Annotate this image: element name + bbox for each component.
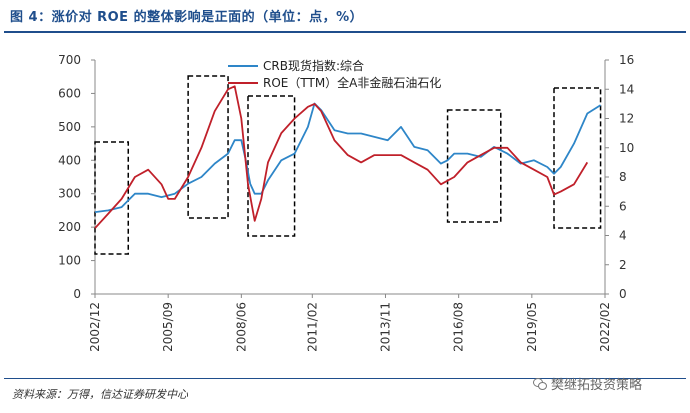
chart-axes: 0 100 200 300 400 500 600 700 0 2 4 6 8 10 12 14 16 2002/…: [58, 53, 634, 352]
crb-series-line: [94, 102, 602, 213]
x-tick-label: 2011/02: [305, 302, 319, 352]
right-tick-label: 16: [619, 53, 634, 67]
right-tick-label: 8: [619, 170, 627, 184]
right-tick-label: 12: [619, 112, 634, 126]
left-tick-label: 700: [58, 53, 81, 67]
left-tick-label: 500: [58, 120, 81, 134]
left-tick-label: 400: [58, 153, 81, 167]
legend: CRB现货指数:综合 ROE（TTM）全A非金融石油石化: [228, 58, 441, 90]
right-tick-label: 0: [619, 287, 627, 301]
right-tick-label: 10: [619, 141, 634, 155]
highlight-box: [187, 75, 229, 219]
x-tick-label: 2016/08: [452, 302, 466, 352]
x-tick-label: 2022/02: [598, 302, 612, 352]
left-tick-label: 600: [58, 86, 81, 100]
highlight-boxes: [94, 75, 602, 255]
highlight-box: [553, 87, 602, 229]
wechat-icon: [533, 377, 547, 390]
right-tick-label: 6: [619, 199, 627, 213]
watermark-text: 樊继拓投资策略: [551, 378, 643, 393]
source-note: 资料来源：万得，信达证券研发中心: [12, 388, 188, 401]
x-tick-label: 2002/12: [88, 302, 102, 352]
series-lines: [94, 85, 602, 229]
right-tick-label: 2: [619, 258, 627, 272]
left-tick-label: 0: [73, 287, 81, 301]
left-tick-label: 300: [58, 187, 81, 201]
x-tick-label: 2013/11: [378, 302, 392, 352]
legend-label: ROE（TTM）全A非金融石油石化: [263, 75, 441, 90]
x-tick-label: 2005/09: [161, 302, 175, 352]
right-tick-label: 14: [619, 82, 634, 96]
footer-divider: [4, 378, 686, 379]
watermark: 樊继拓投资策略: [533, 374, 642, 393]
right-tick-label: 4: [619, 229, 627, 243]
highlight-box: [446, 109, 502, 223]
left-tick-label: 200: [58, 220, 81, 234]
x-tick-label: 2019/05: [525, 302, 539, 352]
legend-label: CRB现货指数:综合: [263, 58, 364, 73]
figure-title: 图 4：涨价对 ROE 的整体影响是正面的（单位：点，%）: [10, 10, 364, 25]
left-tick-label: 100: [58, 254, 81, 268]
roe-series-line: [94, 85, 589, 229]
highlight-box: [94, 141, 130, 255]
highlight-box: [247, 95, 296, 237]
title-divider: [4, 31, 686, 33]
x-tick-label: 2008/06: [234, 302, 248, 352]
line-chart: 0 100 200 300 400 500 600 700 0 2 4 6 8 10 12 14 16 2002/…: [58, 53, 634, 352]
